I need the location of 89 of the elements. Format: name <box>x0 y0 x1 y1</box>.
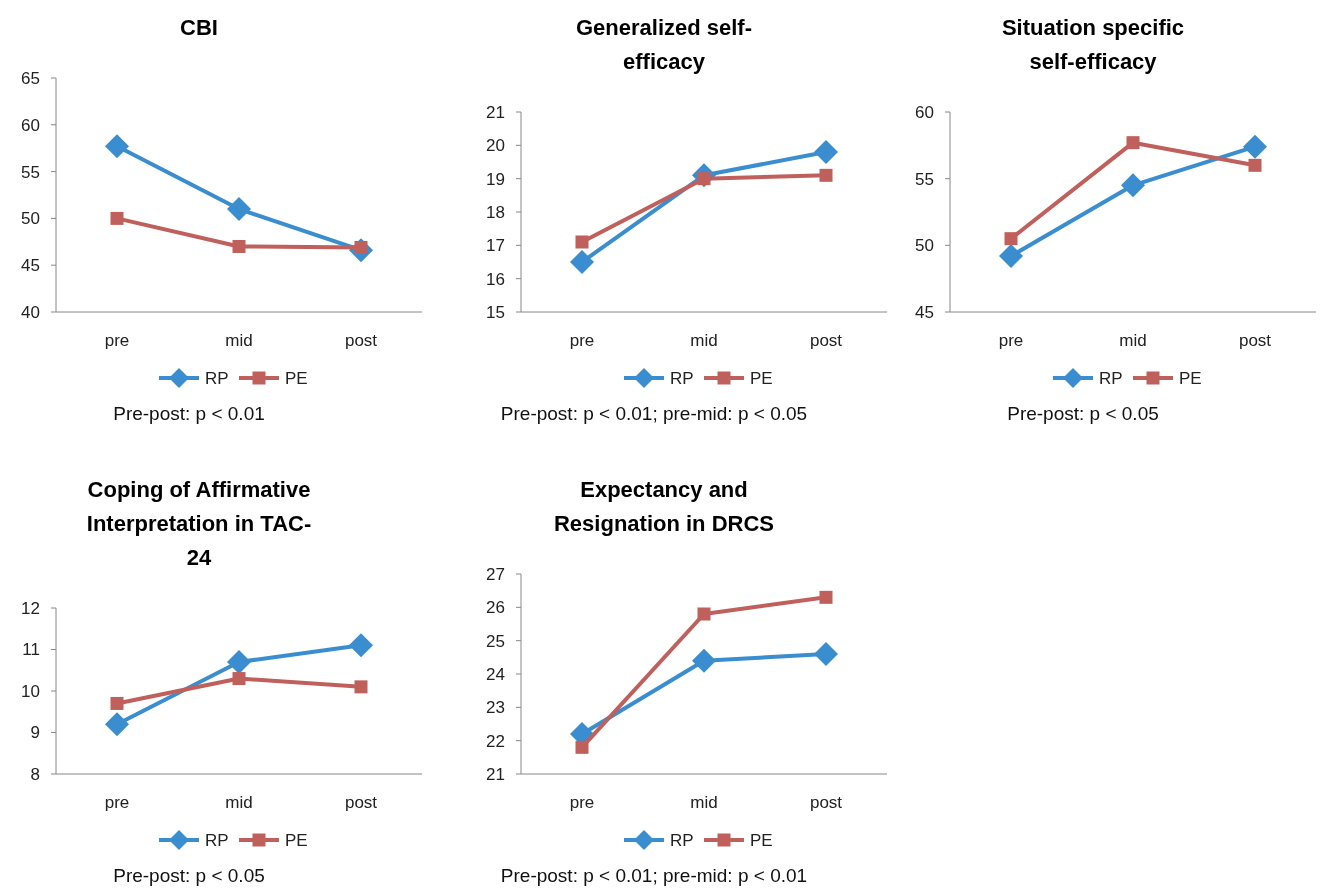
y-tick-label: 11 <box>22 640 40 660</box>
point <box>819 590 833 604</box>
point <box>814 140 838 164</box>
point <box>1121 173 1145 198</box>
y-tick-label: 24 <box>486 664 505 684</box>
point <box>570 250 594 274</box>
chart-title: Generalized self- efficacy <box>575 15 753 74</box>
point <box>1248 158 1262 172</box>
x-tick-label: mid <box>1119 331 1147 350</box>
y-tick-label: 8 <box>30 764 40 784</box>
legend-label: PE <box>285 830 308 850</box>
x-tick-label: post <box>344 793 378 812</box>
text: Pre-post: p < 0.01; pre-mid: p < 0.05 <box>500 403 808 424</box>
point <box>1004 232 1018 246</box>
legend-label: RP <box>205 830 229 850</box>
point <box>110 211 124 225</box>
text: Pre-post: p < 0.05 <box>1007 403 1159 424</box>
chart-title: CBI <box>180 15 218 40</box>
y-tick-label: 16 <box>486 269 505 289</box>
y-tick-label: 55 <box>915 169 934 189</box>
legend-label: RP <box>1099 368 1123 388</box>
legend-label: PE <box>1179 368 1202 388</box>
y-tick-label: 50 <box>915 236 934 256</box>
point <box>110 696 124 710</box>
y-tick-label: 27 <box>486 564 505 584</box>
x-tick-label: mid <box>225 331 253 350</box>
point <box>575 740 589 754</box>
x-tick-label: pre <box>104 331 130 350</box>
legend-label: PE <box>750 830 773 850</box>
x-tick-label: pre <box>569 793 595 812</box>
y-tick-label: 23 <box>486 698 505 718</box>
point <box>354 680 368 694</box>
y-tick-label: 45 <box>915 302 934 322</box>
y-tick-label: 17 <box>486 236 505 256</box>
text: Pre-post: p < 0.01; pre-mid: p < 0.01 <box>500 865 808 886</box>
point <box>232 672 246 686</box>
x-tick-label: pre <box>998 331 1024 350</box>
point <box>227 197 251 222</box>
legend-label: PE <box>285 368 308 388</box>
point <box>692 648 716 673</box>
y-tick-label: 9 <box>30 723 40 743</box>
y-tick-label: 19 <box>486 169 505 189</box>
text: Pre-post: p < 0.01 <box>113 403 265 424</box>
x-tick-label: pre <box>104 793 130 812</box>
y-tick-label: 60 <box>21 115 40 135</box>
point <box>814 642 838 666</box>
point <box>105 134 129 159</box>
chart-title: Coping of Affirmative Interpretation in TAC- 24 <box>86 477 312 570</box>
y-tick-label: 25 <box>486 631 505 651</box>
x-tick-label: post <box>344 331 378 350</box>
x-tick-label: mid <box>225 793 253 812</box>
y-tick-label: 26 <box>486 598 505 618</box>
point <box>349 633 373 658</box>
y-tick-label: 60 <box>915 102 934 122</box>
legend-label: RP <box>670 830 694 850</box>
legend-label: RP <box>670 368 694 388</box>
y-tick-label: 45 <box>21 256 40 276</box>
legend-label: PE <box>750 368 773 388</box>
y-tick-label: 50 <box>21 209 40 229</box>
point <box>575 235 589 249</box>
point <box>819 168 833 182</box>
y-tick-label: 22 <box>486 731 505 751</box>
point <box>232 239 246 253</box>
x-tick-label: mid <box>690 793 718 812</box>
x-tick-label: post <box>809 793 843 812</box>
y-tick-label: 18 <box>486 202 505 222</box>
point <box>697 607 711 621</box>
y-tick-label: 40 <box>21 302 40 322</box>
point <box>999 244 1023 268</box>
x-tick-label: pre <box>569 331 595 350</box>
y-tick-label: 55 <box>21 162 40 182</box>
point <box>1243 134 1267 159</box>
chart-title: Expectancy and Resignation in DRCS <box>553 477 775 536</box>
y-tick-label: 10 <box>21 681 40 701</box>
x-tick-label: post <box>809 331 843 350</box>
x-tick-label: post <box>1238 331 1272 350</box>
y-tick-label: 15 <box>486 302 505 322</box>
point <box>105 712 129 737</box>
chart-title: Situation specific self-efficacy <box>1001 15 1185 74</box>
point <box>227 649 251 674</box>
y-tick-label: 21 <box>486 764 505 784</box>
y-tick-label: 20 <box>486 136 505 156</box>
x-tick-label: mid <box>690 331 718 350</box>
legend-label: RP <box>205 368 229 388</box>
y-tick-label: 65 <box>21 68 40 88</box>
point <box>1126 136 1140 150</box>
text: Pre-post: p < 0.05 <box>113 865 265 886</box>
y-tick-label: 21 <box>486 102 505 122</box>
y-tick-label: 12 <box>21 598 40 618</box>
